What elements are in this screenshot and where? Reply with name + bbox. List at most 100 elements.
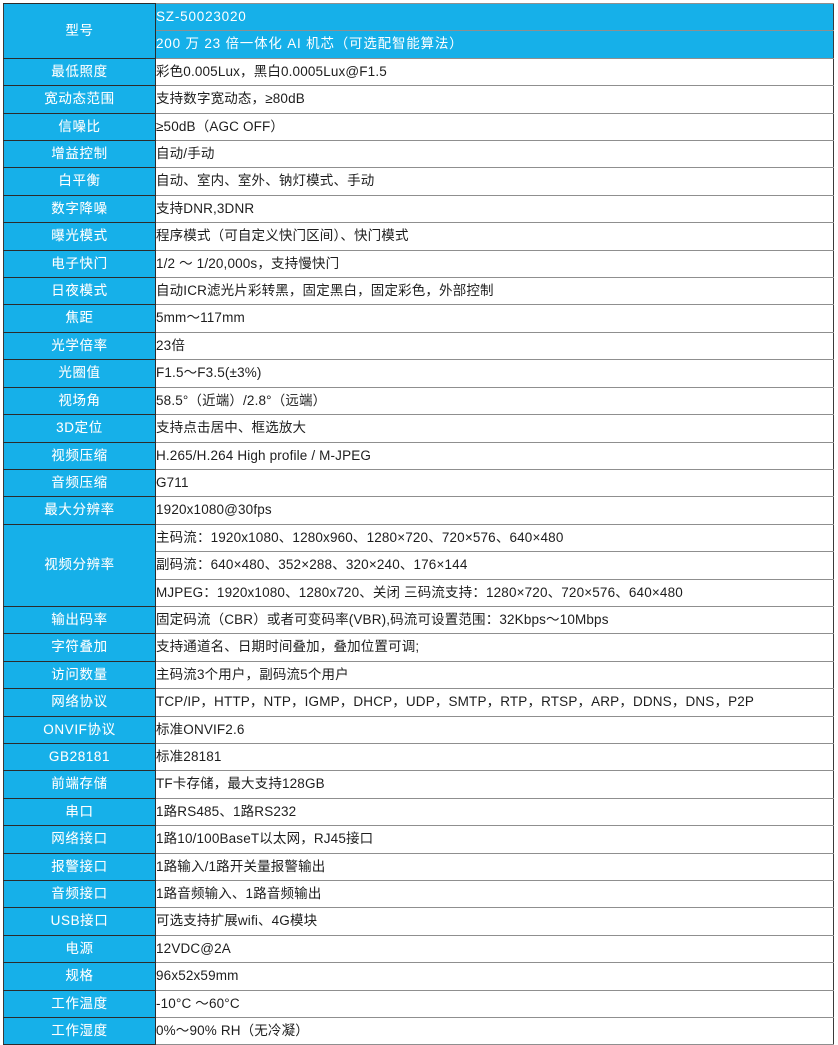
table-row: 光学倍率 23倍: [3, 331, 834, 361]
spec-value-cell: 主码流：1920x1080、1280x960、1280×720、720×576、…: [155, 523, 834, 553]
table-row: 视频分辨率 主码流：1920x1080、1280x960、1280×720、720…: [3, 523, 834, 607]
spec-value-cell: 200 万 23 倍一体化 AI 机芯（可选配智能算法）: [155, 30, 834, 59]
spec-value-cell: 支持DNR,3DNR: [155, 194, 834, 224]
spec-value-cell: MJPEG：1920x1080、1280x720、关闭 三码流支持：1280×7…: [155, 578, 834, 607]
spec-label-cell: 工作湿度: [3, 1017, 156, 1045]
spec-value-cell: -10°C 〜60°C: [155, 989, 834, 1019]
spec-label-cell: 日夜模式: [3, 277, 156, 306]
table-row: 访问数量 主码流3个用户，副码流5个用户: [3, 660, 834, 690]
spec-value-cell: 主码流3个用户，副码流5个用户: [155, 660, 834, 690]
spec-value-cell: TCP/IP，HTTP，NTP，IGMP，DHCP，UDP，SMTP，RTP，R…: [155, 688, 834, 717]
spec-label-cell: 型号: [3, 3, 156, 59]
table-row: 报警接口 1路输入/1路开关量报警输出: [3, 852, 834, 882]
spec-value-cell: 程序模式（可自定义快门区间）、快门模式: [155, 222, 834, 251]
table-row: 输出码率 固定码流（CBR）或者可变码率(VBR),码流可设置范围：32Kbps〜…: [3, 605, 834, 635]
spec-value-cell: F1.5〜F3.5(±3%): [155, 359, 834, 388]
spec-label-cell: 访问数量: [3, 660, 156, 690]
table-row: 宽动态范围 支持数字宽动态，≥80dB: [3, 85, 834, 114]
spec-value-cell: 58.5°（近端）/2.8°（远端）: [155, 386, 834, 416]
table-row: 数字降噪 支持DNR,3DNR: [3, 194, 834, 224]
spec-label-cell: 最低照度: [3, 57, 156, 87]
table-row: 网络接口 1路10/100BaseT以太网，RJ45接口: [3, 825, 834, 854]
spec-label-cell: USB接口: [3, 907, 156, 936]
table-row: 前端存储 TF卡存储，最大支持128GB: [3, 770, 834, 799]
table-row: 曝光模式 程序模式（可自定义快门区间）、快门模式: [3, 222, 834, 251]
spec-value-cell: SZ-50023020: [155, 2, 834, 32]
spec-label-cell: 最大分辨率: [3, 496, 156, 525]
table-row: 光圈值 F1.5〜F3.5(±3%): [3, 359, 834, 388]
table-row: 白平衡 自动、室内、室外、钠灯模式、手动: [3, 167, 834, 196]
spec-value-cell: 1920x1080@30fps: [155, 496, 834, 525]
spec-label-cell: 串口: [3, 797, 156, 827]
table-row: ONVIF协议 标准ONVIF2.6: [3, 715, 834, 744]
table-row: 字符叠加 支持通道名、日期时间叠加，叠加位置可调;: [3, 633, 834, 662]
table-row: 工作温度 -10°C 〜60°C: [3, 989, 834, 1019]
spec-label-cell: GB28181: [3, 742, 156, 772]
spec-value-cell: 1路音频输入、1路音频输出: [155, 879, 834, 909]
table-row: 网络协议 TCP/IP，HTTP，NTP，IGMP，DHCP，UDP，SMTP，R…: [3, 688, 834, 717]
table-row: 电源 12VDC@2A: [3, 934, 834, 964]
table-row: 日夜模式 自动ICR滤光片彩转黑，固定黑白，固定彩色，外部控制: [3, 277, 834, 306]
table-row: 最大分辨率 1920x1080@30fps: [3, 496, 834, 525]
spec-label-cell: 视场角: [3, 386, 156, 416]
table-row: 3D定位 支持点击居中、框选放大: [3, 414, 834, 443]
spec-value-cell: 96x52x59mm: [155, 962, 834, 991]
spec-label-cell: 电子快门: [3, 249, 156, 279]
table-row: 最低照度 彩色0.005Lux，黑白0.0005Lux@F1.5: [3, 57, 834, 87]
spec-label-cell: 3D定位: [3, 414, 156, 443]
table-row: 串口 1路RS485、1路RS232: [3, 797, 834, 827]
table-row: 200 万 23 倍一体化 AI 机芯（可选配智能算法）: [4, 30, 834, 59]
table-row: 音频接口 1路音频输入、1路音频输出: [3, 879, 834, 909]
spec-value-cell: ≥50dB（AGC OFF）: [155, 112, 834, 142]
spec-label-cell: 报警接口: [3, 852, 156, 882]
spec-value-cell: 自动ICR滤光片彩转黑，固定黑白，固定彩色，外部控制: [155, 277, 834, 306]
table-row: 焦距 5mm〜117mm: [3, 304, 834, 333]
spec-value-cell: 1/2 〜 1/20,000s，支持慢快门: [155, 249, 834, 279]
specification-table: 型号 SZ-50023020 200 万 23 倍一体化 AI 机芯（可选配智能算法…: [3, 2, 834, 1045]
spec-value-cell: 0%〜90% RH（无冷凝）: [155, 1017, 834, 1045]
spec-value-cell: 1路10/100BaseT以太网，RJ45接口: [155, 825, 834, 854]
spec-label-cell: 信噪比: [3, 112, 156, 142]
spec-value-cell: 5mm〜117mm: [155, 304, 834, 333]
spec-label-cell: 视频压缩: [3, 441, 156, 470]
spec-value-cell: 支持点击居中、框选放大: [155, 414, 834, 443]
spec-value-cell: G711: [155, 468, 834, 498]
spec-value-cell: 标准28181: [155, 742, 834, 772]
spec-label-cell: 电源: [3, 934, 156, 964]
spec-label-cell: 规格: [3, 962, 156, 991]
table-row: 型号 SZ-50023020: [3, 2, 834, 59]
spec-label-cell: ONVIF协议: [3, 715, 156, 744]
spec-value-cell: 支持数字宽动态，≥80dB: [155, 85, 834, 114]
table-row: 音频压缩 G711: [3, 468, 834, 498]
spec-label-cell: 网络协议: [3, 688, 156, 717]
table-row: 工作湿度 0%〜90% RH（无冷凝）: [3, 1017, 834, 1045]
spec-label-cell: 前端存储: [3, 770, 156, 799]
spec-value-cell: 自动/手动: [155, 140, 834, 169]
spec-label-cell: 数字降噪: [3, 194, 156, 224]
spec-label-cell: 光学倍率: [3, 331, 156, 361]
table-row: 电子快门 1/2 〜 1/20,000s，支持慢快门: [3, 249, 834, 279]
table-row: 增益控制 自动/手动: [3, 140, 834, 169]
spec-label-cell: 增益控制: [3, 140, 156, 169]
table-row: 信噪比 ≥50dB（AGC OFF）: [3, 112, 834, 142]
spec-label-cell: 字符叠加: [3, 633, 156, 662]
spec-value-cell: 标准ONVIF2.6: [155, 715, 834, 744]
spec-value-cell: H.265/H.264 High profile / M-JPEG: [155, 441, 834, 470]
table-row: MJPEG：1920x1080、1280x720、关闭 三码流支持：1280×7…: [4, 578, 834, 607]
spec-label-cell: 输出码率: [3, 605, 156, 635]
spec-value-cell: 可选支持扩展wifi、4G模块: [155, 907, 834, 936]
specification-table-body: 型号 SZ-50023020 200 万 23 倍一体化 AI 机芯（可选配智能算法…: [3, 2, 834, 1045]
spec-label-cell: 宽动态范围: [3, 85, 156, 114]
spec-label-cell: 视频分辨率: [3, 523, 156, 607]
spec-value-cell: 1路RS485、1路RS232: [155, 797, 834, 827]
spec-value-cell: 1路输入/1路开关量报警输出: [155, 852, 834, 882]
table-row: USB接口 可选支持扩展wifi、4G模块: [3, 907, 834, 936]
spec-value-cell: 自动、室内、室外、钠灯模式、手动: [155, 167, 834, 196]
spec-value-cell: 12VDC@2A: [155, 934, 834, 964]
spec-label-cell: 音频压缩: [3, 468, 156, 498]
spec-label-cell: 焦距: [3, 304, 156, 333]
table-row: 副码流：640×480、352×288、320×240、176×144: [4, 551, 834, 580]
spec-value-cell: TF卡存储，最大支持128GB: [155, 770, 834, 799]
spec-value-cell: 23倍: [155, 331, 834, 361]
table-row: 规格 96x52x59mm: [3, 962, 834, 991]
